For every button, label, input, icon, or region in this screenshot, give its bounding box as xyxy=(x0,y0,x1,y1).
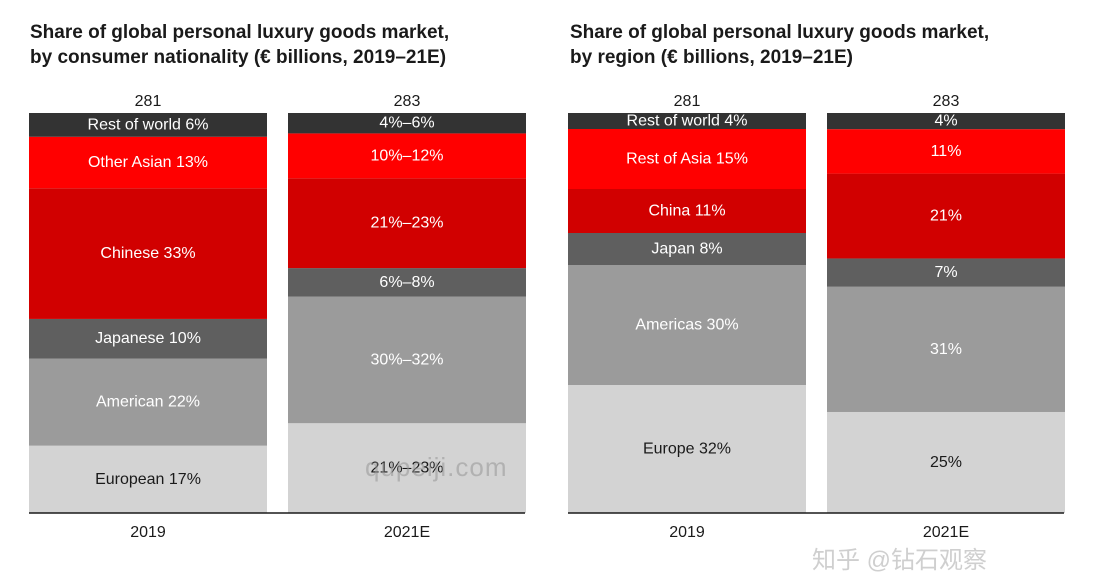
x-tick-label: 2021E xyxy=(384,524,430,541)
segment-label: 21%–23% xyxy=(371,215,444,232)
segment-label: European 17% xyxy=(95,471,201,488)
segment-label: Rest of Asia 15% xyxy=(626,151,748,168)
segment-label: Europe 32% xyxy=(643,441,731,458)
bar-segment xyxy=(568,113,806,129)
x-tick-label: 2019 xyxy=(669,524,705,541)
segment-label: 4%–6% xyxy=(379,115,434,132)
segment-label: 10%–12% xyxy=(371,147,444,164)
segment-label: Rest of world 4% xyxy=(627,113,748,130)
bar-segment xyxy=(568,189,806,233)
segment-label: 31% xyxy=(930,341,962,358)
chart-title-nationality: Share of global personal luxury goods ma… xyxy=(30,20,449,70)
chart-title-region: Share of global personal luxury goods ma… xyxy=(570,20,989,70)
bar-segment xyxy=(288,423,526,513)
segment-label: 21%–23% xyxy=(371,460,444,477)
total-label: 281 xyxy=(135,93,162,110)
segment-label: 11% xyxy=(931,143,962,160)
segment-label: China 11% xyxy=(648,203,725,220)
bar-segment xyxy=(288,113,526,134)
segment-label: American 22% xyxy=(96,394,200,411)
segment-label: Japan 8% xyxy=(651,241,722,258)
bar-segment xyxy=(29,358,267,446)
segment-label: Americas 30% xyxy=(635,317,738,334)
segment-label: Rest of world 6% xyxy=(88,116,209,133)
bar-segment xyxy=(827,129,1065,174)
segment-label: 30%–32% xyxy=(371,351,444,368)
bar-segment xyxy=(827,411,1065,513)
total-label: 281 xyxy=(674,93,701,110)
bar-segment xyxy=(827,258,1065,287)
bar-segment xyxy=(29,113,267,137)
bar-segment xyxy=(29,445,267,513)
source-watermark: 知乎 @钻石观察 xyxy=(812,547,988,574)
bar-segment xyxy=(568,233,806,265)
segment-label: Chinese 33% xyxy=(100,245,195,262)
segment-label: 7% xyxy=(934,264,957,281)
bar-segment xyxy=(288,178,526,269)
bar-segment xyxy=(29,188,267,319)
bar-segment xyxy=(288,296,526,424)
bar-segment xyxy=(827,113,1065,130)
bar-segment xyxy=(288,268,526,297)
segment-label: Other Asian 13% xyxy=(88,154,208,171)
chart-title-line: Share of global personal luxury goods ma… xyxy=(570,22,990,43)
chart-title-line: by consumer nationality (€ billions, 201… xyxy=(30,47,447,68)
bar-segment xyxy=(827,173,1065,259)
x-tick-label: 2021E xyxy=(923,524,969,541)
segment-label: Japanese 10% xyxy=(95,330,201,347)
x-tick-label: 2019 xyxy=(130,524,166,541)
segment-label: 4% xyxy=(934,113,957,130)
bar-segment xyxy=(568,265,806,385)
bar-segment xyxy=(29,136,267,189)
segment-label: 21% xyxy=(930,208,962,225)
segment-label: 6%–8% xyxy=(379,274,434,291)
bar-segment xyxy=(288,133,526,179)
total-label: 283 xyxy=(394,93,421,110)
segment-label: 25% xyxy=(930,454,962,471)
bar-segment xyxy=(568,129,806,189)
chart-title-line: by region (€ billions, 2019–21E) xyxy=(570,47,853,68)
total-label: 283 xyxy=(933,93,960,110)
bar-segment xyxy=(827,286,1065,412)
bar-segment xyxy=(568,385,806,513)
bar-segment xyxy=(29,318,267,359)
watermark-text: qupeiji.com xyxy=(365,452,508,482)
chart-title-line: Share of global personal luxury goods ma… xyxy=(30,22,450,43)
